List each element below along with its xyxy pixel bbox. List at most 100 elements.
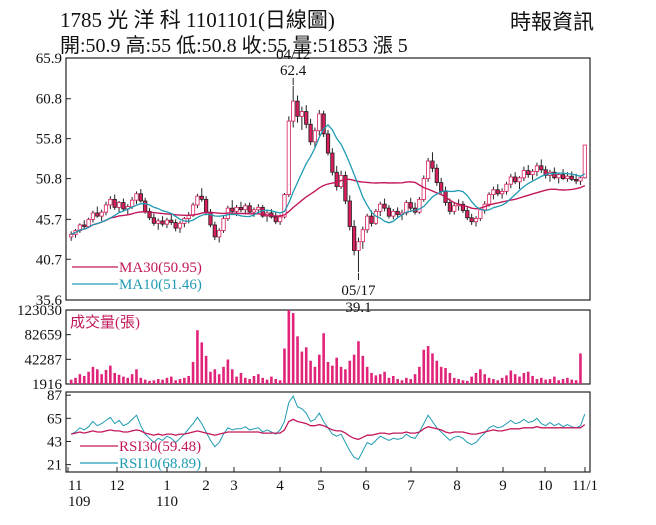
candle-body: [108, 198, 113, 206]
candle-body: [221, 218, 226, 231]
candle-body: [356, 241, 361, 251]
candle-body: [199, 195, 204, 200]
volume-bar: [109, 365, 112, 384]
candle-body: [343, 175, 348, 202]
volume-bar: [444, 368, 447, 384]
candle-body: [391, 210, 396, 217]
candle-body: [500, 190, 505, 195]
candle-body: [325, 133, 331, 154]
candle-body: [347, 200, 352, 227]
volume-bar: [339, 366, 343, 384]
volume-tick-label: 82659: [25, 328, 63, 344]
volume-bar: [470, 376, 473, 384]
candle-body: [304, 111, 309, 125]
volume-bar: [352, 354, 356, 384]
candle-body: [539, 165, 544, 171]
volume-bar: [435, 360, 439, 384]
candle-body: [521, 170, 526, 179]
source-label: 時報資訊: [510, 10, 594, 34]
volume-bar: [183, 377, 186, 384]
candle-body: [513, 176, 518, 183]
volume-bar: [457, 379, 460, 384]
volume-bar: [452, 377, 456, 384]
volume-bar: [357, 341, 360, 384]
candle-body: [582, 144, 587, 179]
volume-bar: [426, 346, 430, 384]
candle-body: [404, 202, 409, 214]
volume-bar: [143, 379, 147, 384]
candle-body: [282, 194, 287, 218]
candle-body: [243, 205, 248, 211]
volume-bar: [135, 369, 138, 384]
volume-bar: [465, 380, 469, 384]
volume-tick-label: 42287: [25, 352, 63, 368]
candle-body: [112, 198, 117, 208]
candle-body: [439, 182, 444, 192]
candle-body: [486, 194, 492, 205]
volume-bar: [335, 357, 339, 384]
volume-bar: [69, 379, 73, 384]
x-tick-label: 9: [499, 478, 507, 494]
candle-body: [151, 217, 156, 224]
candle-body: [130, 199, 135, 207]
volume-bar: [326, 361, 330, 384]
candle-body: [86, 218, 91, 227]
volume-bar: [409, 379, 413, 384]
legend-label-ma10: MA10(51.46): [119, 277, 202, 293]
candle-body: [169, 219, 174, 223]
candle-body: [365, 215, 370, 231]
volume-bar: [291, 313, 295, 384]
candle-body: [369, 215, 374, 224]
candle-body: [469, 217, 474, 223]
high-value-label: 62.4: [280, 63, 307, 79]
volume-bar: [313, 366, 317, 384]
price-tick-label: 55.8: [36, 132, 62, 148]
candle-body: [408, 202, 413, 209]
legend-label-rsi30: RSI30(59.48): [119, 439, 201, 455]
ohlc-summary: 開:50.9 高:55 低:50.8 收:55 量:51853 漲 5: [60, 35, 408, 57]
volume-bar: [448, 372, 452, 384]
candle-body: [430, 160, 435, 169]
volume-bar: [522, 372, 526, 384]
volume-bar: [531, 376, 534, 384]
volume-bar: [413, 374, 417, 384]
volume-bar: [483, 374, 487, 384]
candle-body: [121, 202, 126, 210]
volume-tick-label: 123030: [17, 303, 62, 319]
volume-bar: [553, 376, 556, 384]
candle-body: [447, 202, 452, 212]
volume-bar: [492, 379, 495, 384]
candle-body: [421, 178, 426, 200]
rsi-panel: 87 65 43 21 RSI30(59.48)RSI10(68.89): [47, 388, 591, 474]
candle-body: [278, 216, 283, 223]
volume-bar: [139, 377, 143, 384]
volume-bar: [535, 379, 539, 384]
volume-bar: [544, 379, 547, 384]
rsi-frame: [65, 391, 591, 473]
candle-body: [517, 177, 522, 183]
candle-body: [526, 170, 531, 176]
volume-bar: [178, 379, 182, 384]
candle-body: [504, 183, 509, 192]
volume-bar: [526, 371, 530, 384]
low-value-label: 39.1: [345, 300, 371, 316]
volume-bar: [574, 380, 578, 384]
ma10-line: [70, 123, 586, 236]
candle-body: [452, 205, 457, 212]
volume-bar: [378, 374, 382, 384]
volume-bar: [122, 376, 125, 384]
volume-bar: [274, 379, 278, 384]
ma30-line: [70, 178, 586, 236]
legend-label-ma30: MA30(50.95): [119, 260, 202, 276]
candle-body: [217, 230, 222, 238]
price-tick-label: 60.8: [36, 92, 62, 108]
volume-bar: [496, 380, 500, 384]
candle-body: [473, 218, 479, 223]
volume-bar: [461, 380, 465, 384]
candle-body: [90, 212, 96, 220]
x-tick-label: 6: [362, 478, 370, 494]
candle-body: [330, 152, 335, 173]
candle-body: [204, 198, 209, 213]
